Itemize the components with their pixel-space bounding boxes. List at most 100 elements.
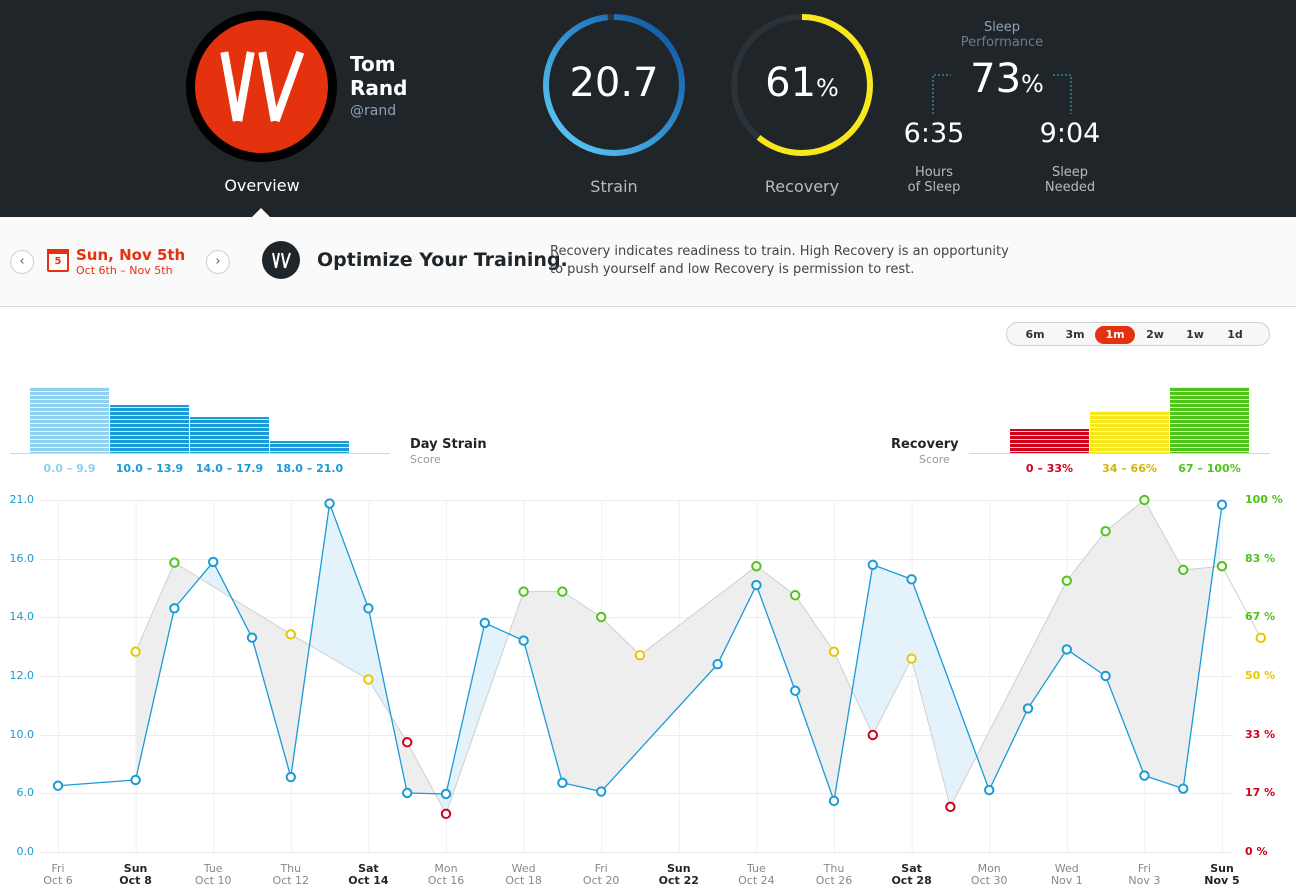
- avatar[interactable]: [195, 20, 328, 153]
- recovery-point[interactable]: [596, 611, 607, 623]
- chevron-left-icon: ‹: [19, 254, 25, 269]
- strain-point[interactable]: [828, 795, 840, 807]
- strain-point[interactable]: [867, 559, 878, 570]
- strain-point[interactable]: [1216, 499, 1228, 510]
- recovery-point[interactable]: [557, 586, 568, 597]
- recovery-point[interactable]: [1178, 564, 1189, 576]
- strain-point[interactable]: [1100, 670, 1111, 682]
- recovery-point[interactable]: [945, 801, 956, 813]
- sleep-title-line2: Performance: [960, 35, 1044, 50]
- x-axis-label: Sun Oct 22: [658, 862, 699, 887]
- strain-point[interactable]: [712, 659, 723, 670]
- strain-point[interactable]: [984, 784, 995, 796]
- needed-label-line1: Sleep: [1051, 165, 1089, 180]
- strain-point[interactable]: [596, 786, 607, 797]
- range-option-1d[interactable]: 1d: [1227, 328, 1243, 341]
- recovery-point[interactable]: [1216, 561, 1228, 572]
- range-option-1m[interactable]: 1m: [1095, 326, 1135, 344]
- recovery-point[interactable]: [751, 561, 762, 572]
- recovery-histogram-bin-label: 34 – 66%: [1102, 462, 1157, 475]
- x-axis-label: Sat Oct 14: [348, 862, 389, 887]
- recovery-point[interactable]: [1061, 575, 1073, 586]
- strain-point[interactable]: [1022, 703, 1034, 714]
- strain-point[interactable]: [324, 498, 335, 509]
- strain-point[interactable]: [363, 603, 374, 614]
- right-axis-tick: 83 %: [1245, 552, 1276, 565]
- hours-label-line1: Hours: [914, 165, 954, 180]
- x-axis-label: Wed Oct 18: [505, 862, 542, 887]
- x-axis-label: Sun Nov 5: [1204, 862, 1240, 887]
- strain-point[interactable]: [479, 617, 490, 629]
- strain-arc: [543, 14, 685, 156]
- optimize-description: Recovery indicates readiness to train. H…: [550, 244, 1009, 277]
- range-option-6m[interactable]: 6m: [1025, 328, 1045, 341]
- recovery-point[interactable]: [363, 674, 374, 685]
- recovery-point[interactable]: [790, 590, 801, 601]
- left-axis-tick: 12.0: [9, 669, 35, 682]
- range-option-3m[interactable]: 3m: [1065, 328, 1085, 341]
- x-axis-label: Thu Oct 26: [815, 862, 853, 887]
- hours-of-sleep-label: Hours of Sleep: [889, 165, 979, 195]
- calendar-icon[interactable]: 5: [47, 249, 69, 272]
- recovery-point[interactable]: [130, 646, 141, 657]
- recovery-point[interactable]: [1100, 526, 1111, 537]
- range-option-2w[interactable]: 2w: [1146, 328, 1164, 341]
- sleep-needed-value: 9:04: [1039, 118, 1101, 149]
- recovery-point[interactable]: [518, 586, 529, 597]
- recovery-point[interactable]: [440, 808, 452, 820]
- strain-point[interactable]: [906, 574, 917, 585]
- strain-point[interactable]: [751, 579, 762, 591]
- strain-point[interactable]: [52, 780, 64, 791]
- recovery-arc: [731, 14, 873, 156]
- strain-histogram-subtitle: Score: [410, 453, 441, 466]
- range-option-1w[interactable]: 1w: [1186, 328, 1204, 341]
- sleep-unit: %: [1021, 70, 1044, 98]
- tab-overview[interactable]: Overview: [224, 176, 300, 195]
- strain-point[interactable]: [518, 635, 529, 646]
- recovery-histogram-bin-label: 67 – 100%: [1178, 462, 1241, 475]
- x-axis-label: Mon Oct 30: [970, 862, 1008, 887]
- whoop-logo-icon: [220, 50, 305, 123]
- x-axis-label: Tue Oct 24: [738, 862, 775, 887]
- strain-gauge: [543, 14, 685, 156]
- recovery-point[interactable]: [402, 737, 413, 748]
- recovery-point[interactable]: [634, 649, 646, 661]
- prev-period-button[interactable]: ‹: [10, 250, 34, 274]
- recovery-point[interactable]: [828, 646, 840, 657]
- strain-point[interactable]: [1178, 783, 1189, 794]
- left-axis-tick: 0.0: [16, 845, 35, 858]
- recovery-point[interactable]: [867, 729, 878, 741]
- strain-point[interactable]: [440, 788, 452, 800]
- strain-histogram-title: Day Strain: [410, 437, 487, 452]
- strain-point[interactable]: [1139, 770, 1150, 781]
- strain-point[interactable]: [790, 685, 801, 696]
- strain-point[interactable]: [557, 777, 568, 789]
- x-axis-label: Fri Oct 6: [43, 862, 73, 887]
- sleep-brackets: [932, 74, 1072, 114]
- x-axis-label: Wed Nov 1: [1050, 862, 1083, 887]
- selected-date[interactable]: Sun, Nov 5th: [76, 246, 186, 264]
- whoop-small-logo: [262, 241, 300, 279]
- strain-point[interactable]: [285, 771, 296, 783]
- strain-point[interactable]: [1061, 644, 1073, 655]
- strain-point[interactable]: [169, 603, 180, 614]
- strain-point[interactable]: [208, 556, 219, 568]
- x-axis-label: Fri Oct 20: [582, 862, 620, 887]
- recovery-gauge: [731, 14, 873, 156]
- recovery-point[interactable]: [285, 629, 296, 640]
- strain-point[interactable]: [402, 787, 413, 799]
- recovery-unit: %: [816, 74, 839, 102]
- chevron-right-icon: ›: [215, 254, 221, 269]
- recovery-point[interactable]: [1139, 494, 1150, 506]
- sleep-number: 73: [970, 56, 1022, 102]
- strain-point[interactable]: [246, 632, 258, 643]
- sleep-performance-value: 73%: [952, 56, 1062, 102]
- whoop-logo-icon-small: [272, 252, 291, 269]
- recovery-point[interactable]: [906, 653, 917, 664]
- recovery-point[interactable]: [1255, 632, 1267, 644]
- strain-point[interactable]: [130, 774, 141, 786]
- recovery-point[interactable]: [169, 557, 180, 568]
- recovery-histogram-bin-label: 0 – 33%: [1025, 462, 1074, 475]
- next-period-button[interactable]: ›: [206, 250, 230, 274]
- left-axis-tick: 6.0: [16, 786, 35, 799]
